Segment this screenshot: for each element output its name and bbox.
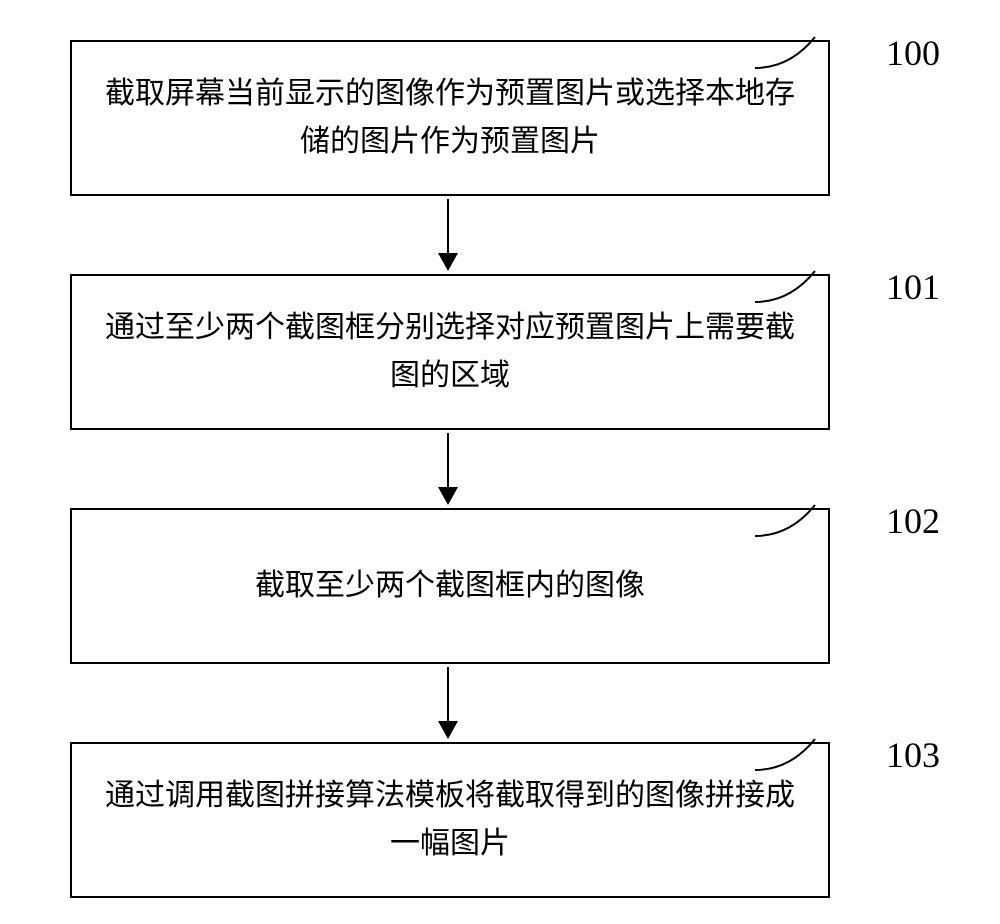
step-label-1: 101 <box>886 266 940 308</box>
arrow-2-3 <box>438 664 458 742</box>
connector-3 <box>755 734 825 774</box>
arrow-1-2 <box>438 430 458 508</box>
step-box-2: 截取至少两个截图框内的图像 <box>70 508 830 664</box>
step-box-3: 通过调用截图拼接算法模板将截取得到的图像拼接成一幅图片 <box>70 742 830 898</box>
step-label-0: 100 <box>886 32 940 74</box>
step-container-3: 通过调用截图拼接算法模板将截取得到的图像拼接成一幅图片 103 <box>30 742 970 898</box>
step-container-1: 通过至少两个截图框分别选择对应预置图片上需要截图的区域 101 <box>30 274 970 430</box>
step-text-3: 通过调用截图拼接算法模板将截取得到的图像拼接成一幅图片 <box>102 772 798 868</box>
flowchart-container: 截取屏幕当前显示的图像作为预置图片或选择本地存储的图片作为预置图片 100 通过… <box>30 40 970 898</box>
arrow-line <box>447 433 449 487</box>
step-text-1: 通过至少两个截图框分别选择对应预置图片上需要截图的区域 <box>102 304 798 400</box>
step-label-2: 102 <box>886 500 940 542</box>
arrow-line <box>447 199 449 253</box>
arrow-0-1 <box>438 196 458 274</box>
step-label-3: 103 <box>886 734 940 776</box>
step-text-0: 截取屏幕当前显示的图像作为预置图片或选择本地存储的图片作为预置图片 <box>102 70 798 166</box>
step-text-2: 截取至少两个截图框内的图像 <box>255 562 645 610</box>
arrow-head <box>438 487 458 505</box>
arrow-head <box>438 253 458 271</box>
step-container-2: 截取至少两个截图框内的图像 102 <box>30 508 970 664</box>
connector-0 <box>755 32 825 72</box>
arrow-head <box>438 721 458 739</box>
connector-2 <box>755 500 825 540</box>
arrow-line <box>447 667 449 721</box>
step-box-0: 截取屏幕当前显示的图像作为预置图片或选择本地存储的图片作为预置图片 <box>70 40 830 196</box>
step-box-1: 通过至少两个截图框分别选择对应预置图片上需要截图的区域 <box>70 274 830 430</box>
connector-1 <box>755 266 825 306</box>
step-container-0: 截取屏幕当前显示的图像作为预置图片或选择本地存储的图片作为预置图片 100 <box>30 40 970 196</box>
